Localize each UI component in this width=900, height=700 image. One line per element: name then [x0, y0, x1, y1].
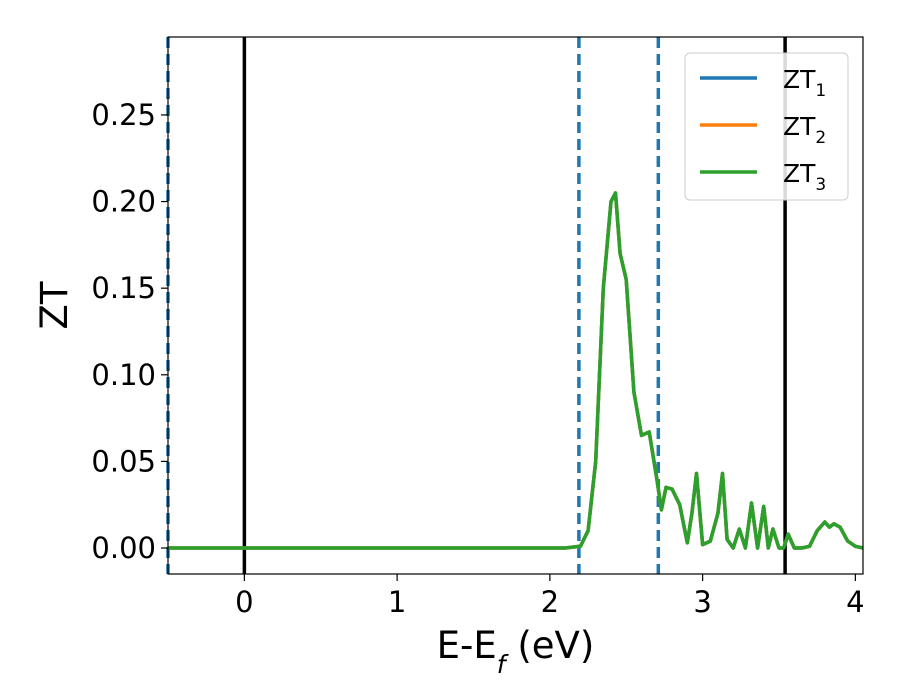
x-tick-label: 2 [541, 585, 559, 619]
x-axis-ticks: 0 1 2 3 4 [235, 574, 865, 619]
x-tick-label: 4 [846, 585, 864, 619]
y-tick-label: 0.20 [91, 185, 156, 219]
series-line-zt1 [168, 191, 864, 550]
y-tick-label: 0.15 [91, 271, 156, 305]
y-tick-label: 0.05 [91, 444, 156, 478]
y-axis-ticks: 0.00 0.05 0.10 0.15 0.20 0.25 [91, 98, 168, 565]
series-line-zt2 [168, 191, 864, 550]
legend-label-zt2: ZT2 [783, 112, 826, 148]
y-tick-label: 0.00 [91, 531, 156, 565]
legend-label-zt3: ZT3 [783, 159, 826, 195]
x-tick-label: 3 [693, 585, 711, 619]
legend-box [684, 52, 849, 201]
series-lines [168, 191, 864, 550]
y-axis-label: ZT [33, 281, 76, 329]
y-tick-label: 0.25 [91, 98, 156, 132]
legend-label-zt1: ZT1 [783, 65, 826, 101]
x-tick-label: 1 [388, 585, 406, 619]
series-line-zt3 [168, 191, 864, 550]
x-axis-label: E-Ef (eV) [437, 624, 595, 679]
legend: ZT1 ZT2 ZT3 [684, 52, 849, 201]
plot-frame [167, 36, 864, 575]
x-tick-label: 0 [235, 585, 253, 619]
y-tick-label: 0.10 [91, 358, 156, 392]
